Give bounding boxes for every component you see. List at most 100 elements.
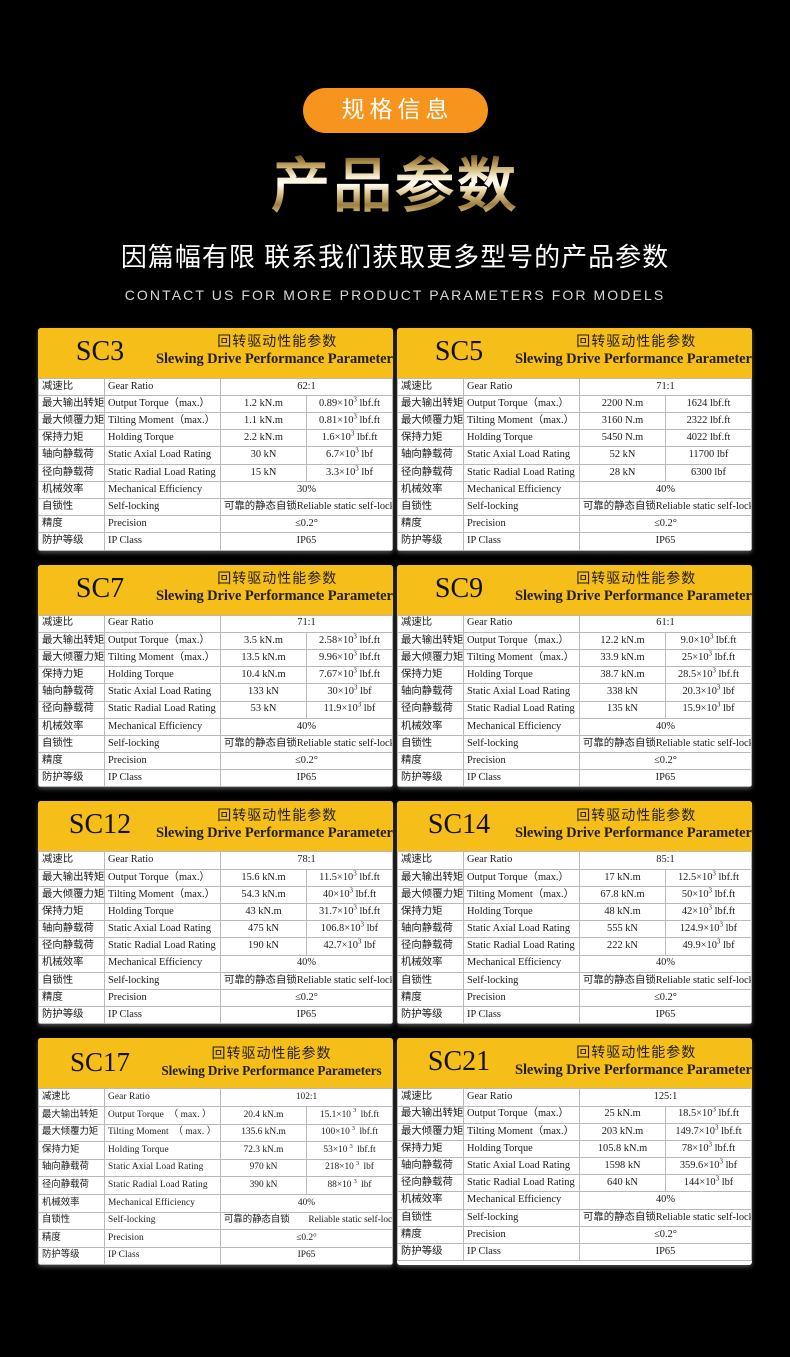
card-header: SC12 回转驱动性能参数 Slewing Drive Performance …	[38, 801, 393, 852]
row-value-metric: 338 kN	[579, 683, 666, 702]
row-value-imperial: 149.7×103 lbf.ft	[665, 1122, 752, 1141]
card-title-cn: 回转驱动性能参数	[576, 1045, 697, 1061]
row-value-metric: 13.5 kN.m	[220, 648, 307, 668]
table-row: 径向静载荷 Static Radial Load Rating 190 kN 4…	[38, 937, 393, 956]
row-value: 40%	[220, 1193, 393, 1213]
row-label-cn: 精度	[397, 752, 464, 771]
row-value: 85:1	[579, 851, 752, 870]
row-label-cn: 保持力矩	[397, 666, 464, 685]
row-value-metric: 30 kN	[220, 446, 307, 465]
row-label-en: Static Axial Load Rating	[463, 683, 580, 702]
row-label-cn: 精度	[38, 515, 105, 534]
row-value: 61:1	[579, 614, 752, 633]
spec-card-sc9: SC9 回转驱动性能参数 Slewing Drive Performance P…	[397, 564, 752, 788]
row-value: ≤0.2°	[579, 1225, 752, 1245]
card-title-cn: 回转驱动性能参数	[217, 335, 338, 351]
row-label-en: Holding Torque	[104, 1141, 221, 1160]
row-label-en: IP Class	[463, 1243, 580, 1262]
row-value-imperial: 1624 lbf.ft	[665, 394, 752, 414]
row-label-en: Mechanical Efficiency	[463, 717, 580, 736]
row-value-imperial: 88×10 3 lbf	[306, 1176, 393, 1195]
table-row: 轴向静载荷 Static Axial Load Rating 133 kN 30…	[38, 683, 393, 702]
row-label-cn: 径向静载荷	[38, 700, 105, 719]
row-value-metric: 1598 kN	[579, 1157, 666, 1176]
row-label-cn: 轴向静载荷	[38, 683, 105, 702]
row-label-cn: 自锁性	[38, 498, 105, 517]
row-value-imperial: 2.58×103 lbf.ft	[306, 631, 393, 650]
row-value-metric: 203 kN.m	[579, 1122, 666, 1141]
table-row: 最大输出转矩 Output Torque（max.） 25 kN.m 18.5×…	[397, 1105, 752, 1124]
row-value-metric: 15 kN	[220, 463, 307, 482]
page-header: 规格信息 产品参数 因篇幅有限 联系我们获取更多型号的产品参数 CONTACT …	[0, 0, 790, 303]
row-value-metric: 28 kN	[579, 463, 666, 482]
table-row: 最大输出转矩 Output Torque（max.） 1.2 kN.m 0.89…	[38, 394, 393, 414]
row-label-en: IP Class	[463, 769, 580, 788]
row-label-cn: 保持力矩	[38, 666, 105, 685]
row-label-en: Tilting Moment（max.）	[463, 1122, 580, 1141]
row-label-cn: 保持力矩	[38, 903, 105, 922]
table-row: 保持力矩 Holding Torque 38.7 kN.m 28.5×103 l…	[397, 666, 752, 685]
row-label-cn: 机械效率	[397, 717, 464, 736]
row-value-imperial: 359.6×103 lbf	[665, 1157, 752, 1176]
model-name: SC5	[434, 335, 484, 367]
table-row: 防护等级 IP Class IP65	[397, 532, 752, 551]
row-label-en: Static Axial Load Rating	[104, 446, 221, 465]
row-value-imperial: 11.5×103 lbf.ft	[306, 868, 393, 887]
row-value-metric: 2.2 kN.m	[220, 429, 307, 448]
row-label-en: Output Torque （ max. ）	[104, 1105, 221, 1125]
row-label-en: IP Class	[104, 532, 221, 551]
row-value-imperial: 0.81×103 lbf.ft	[306, 412, 393, 431]
row-label-en: Mechanical Efficiency	[104, 717, 221, 736]
row-label-cn: 机械效率	[397, 954, 464, 973]
row-label-en: Holding Torque	[104, 903, 221, 922]
row-value-imperial: 15.1×10 3 lbf.ft	[306, 1105, 393, 1125]
row-value-metric: 135 kN	[579, 700, 666, 719]
row-label-en: IP Class	[463, 532, 580, 551]
card-header: SC5 回转驱动性能参数 Slewing Drive Performance P…	[397, 327, 752, 378]
row-value-imperial: 42.7×103 lbf	[306, 937, 393, 956]
table-row: 最大倾覆力矩 Tilting Moment （ max. ） 135.6 kN.…	[38, 1123, 393, 1143]
row-label-cn: 精度	[397, 515, 464, 534]
row-label-en: Holding Torque	[463, 666, 580, 685]
spec-card-sc21: SC21 回转驱动性能参数 Slewing Drive Performance …	[397, 1038, 752, 1266]
spec-table: 减速比 Gear Ratio 62:1 最大输出转矩 Output Torque…	[38, 377, 393, 551]
spec-table: 减速比 Gear Ratio 61:1 最大输出转矩 Output Torque…	[397, 614, 752, 788]
row-label-en: Static Radial Load Rating	[463, 700, 580, 719]
row-label-en: Output Torque（max.）	[463, 1105, 580, 1124]
row-label-cn: 最大倾覆力矩	[38, 412, 105, 431]
spec-card-sc14: SC14 回转驱动性能参数 Slewing Drive Performance …	[397, 801, 752, 1025]
row-label-cn: 自锁性	[397, 734, 464, 754]
row-label-cn: 减速比	[397, 614, 464, 633]
row-value-metric: 970 kN	[220, 1158, 307, 1178]
row-label-en: Output Torque（max.）	[104, 631, 221, 650]
row-value: 102:1	[220, 1088, 393, 1107]
row-value-imperial: 15.9×103 lbf	[665, 700, 752, 719]
table-row: 防护等级 IP Class IP65	[397, 769, 752, 788]
row-value-metric: 17 kN.m	[579, 868, 666, 887]
row-value-metric: 53 kN	[220, 700, 307, 719]
row-label-en: Static Radial Load Rating	[463, 463, 580, 482]
row-value-metric: 640 kN	[579, 1174, 666, 1193]
table-row: 径向静载荷 Static Radial Load Rating 640 kN 1…	[397, 1174, 752, 1193]
row-label-cn: 机械效率	[38, 954, 105, 973]
row-label-cn: 精度	[38, 988, 105, 1008]
row-value: IP65	[579, 769, 752, 788]
row-value: 125:1	[579, 1088, 752, 1107]
row-value: IP65	[579, 532, 752, 551]
row-label-en: Self-locking	[104, 498, 221, 517]
row-label-cn: 轴向静载荷	[38, 446, 105, 465]
table-row: 最大输出转矩 Output Torque（max.） 12.2 kN.m 9.0…	[397, 631, 752, 650]
card-header-text: 回转驱动性能参数 Slewing Drive Performance Param…	[515, 572, 752, 605]
row-label-en: IP Class	[104, 1006, 221, 1025]
row-label-en: Static Axial Load Rating	[104, 920, 221, 939]
row-value-metric: 12.2 kN.m	[579, 631, 666, 650]
row-value-metric: 72.3 kN.m	[220, 1141, 307, 1160]
table-row: 最大倾覆力矩 Tilting Moment（max.） 203 kN.m 149…	[397, 1122, 752, 1141]
row-label-en: Tilting Moment（max.）	[104, 885, 221, 905]
row-label-en: Gear Ratio	[463, 851, 580, 870]
row-label-cn: 防护等级	[397, 1006, 464, 1025]
row-value-imperial: 144×103 lbf	[665, 1174, 752, 1193]
table-row: 最大倾覆力矩 Tilting Moment（max.） 67.8 kN.m 50…	[397, 885, 752, 905]
row-label-cn: 精度	[38, 1229, 105, 1248]
row-label-en: Static Radial Load Rating	[104, 700, 221, 719]
